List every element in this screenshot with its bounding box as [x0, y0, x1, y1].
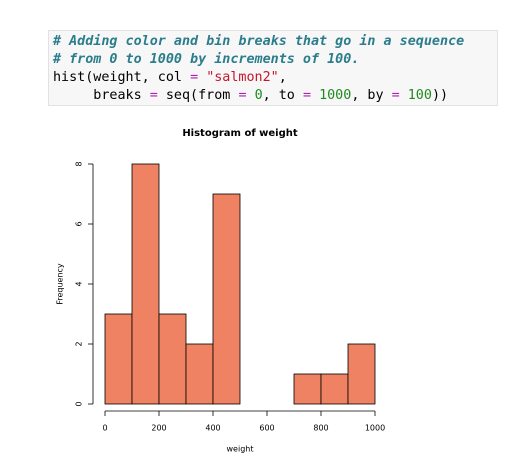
- code-token: , by: [351, 88, 392, 103]
- x-axis-label: weight: [227, 445, 254, 454]
- code-line: # Adding color and bin breaks that go in…: [53, 33, 493, 51]
- code-line: hist(weight, col = "salmon2",: [53, 69, 493, 87]
- y-axis-label: Frequency: [56, 263, 65, 305]
- code-line: breaks = seq(from = 0, to = 1000, by = 1…: [53, 87, 493, 105]
- y-tick-label: 6: [75, 221, 84, 226]
- code-line: # from 0 to 1000 by increments of 100.: [53, 51, 493, 69]
- code-token: =: [190, 70, 199, 85]
- code-token: 100: [407, 88, 432, 103]
- bar: [293, 373, 322, 405]
- x-tick-label: 400: [205, 424, 220, 433]
- code-token: # Adding color and bin breaks that go in…: [53, 34, 465, 49]
- x-tick-label: 600: [259, 424, 274, 433]
- code-token: )): [431, 88, 449, 103]
- code-token: =: [238, 88, 247, 103]
- bar: [320, 373, 349, 405]
- bar: [185, 343, 214, 405]
- code-token: =: [149, 88, 158, 103]
- x-tick-label: 0: [102, 424, 107, 433]
- y-tick-label: 0: [75, 401, 84, 406]
- bar: [212, 193, 241, 405]
- code-block: # Adding color and bin breaks that go in…: [48, 30, 498, 106]
- code-token: hist(weight, col: [53, 70, 191, 85]
- bar: [131, 163, 160, 405]
- code-token: seq(from: [157, 88, 239, 103]
- code-token: breaks: [53, 88, 150, 103]
- code-token: =: [391, 88, 400, 103]
- bar: [158, 313, 187, 405]
- chart-title: Histogram of weight: [182, 128, 298, 139]
- bar: [347, 343, 376, 405]
- bar: [104, 313, 133, 405]
- code-token: # from 0 to 1000 by increments of 100.: [53, 52, 360, 67]
- y-tick-label: 8: [75, 161, 84, 166]
- code-token: =: [302, 88, 311, 103]
- code-token: "salmon2": [206, 70, 279, 85]
- code-token: , to: [262, 88, 303, 103]
- code-token: 0: [254, 88, 263, 103]
- x-tick-label: 800: [313, 424, 328, 433]
- x-tick-label: 200: [151, 424, 166, 433]
- code-token: ,: [278, 70, 287, 85]
- x-tick-label: 1000: [365, 424, 385, 433]
- y-tick-label: 4: [75, 281, 84, 286]
- y-tick-label: 2: [75, 341, 84, 346]
- code-token: 1000: [319, 88, 352, 103]
